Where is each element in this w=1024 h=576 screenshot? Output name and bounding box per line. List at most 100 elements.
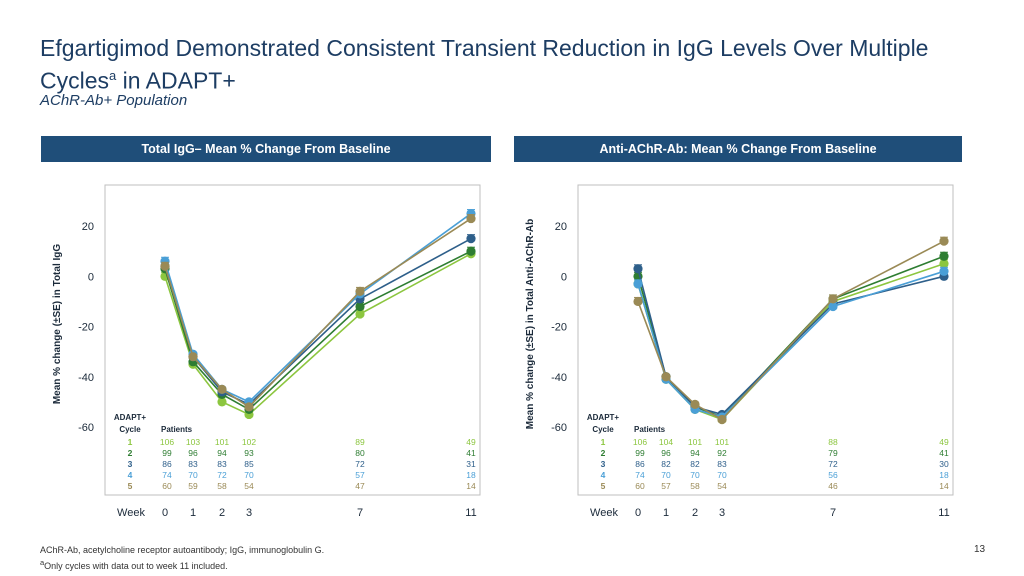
table-patient-count: 85 <box>244 459 254 469</box>
x-axis-label: Week <box>590 507 618 519</box>
data-point-cycle-2 <box>355 301 365 312</box>
table-patient-count: 99 <box>162 448 172 458</box>
data-point-cycle-1 <box>355 309 365 319</box>
table-patient-count: 18 <box>466 470 476 480</box>
data-point-cycle-5 <box>828 294 838 304</box>
footnote-text: Only cycles with data out to week 11 inc… <box>44 561 228 571</box>
data-point-cycle-5 <box>160 261 170 271</box>
table-patient-count: 74 <box>162 470 172 480</box>
table-patient-count: 86 <box>635 459 645 469</box>
table-header-cycle: Cycle <box>119 425 141 434</box>
data-point-cycle-5 <box>355 286 365 296</box>
total-igg-banner: Total IgG– Mean % Change From Baseline <box>41 136 491 162</box>
series-line-cycle-5 <box>164 217 472 408</box>
anti-achr-chart: Mean % change (±SE) in Total Anti-AChR-A… <box>525 184 954 519</box>
plot-frame <box>104 184 481 496</box>
series-line-cycle-2 <box>164 250 472 411</box>
table-patient-count: 70 <box>690 470 700 480</box>
y-tick-label: 20 <box>82 221 94 233</box>
table-header-patients: Patients <box>634 425 666 434</box>
table-patient-count: 82 <box>661 459 671 469</box>
table-cycle-number: 2 <box>128 448 133 458</box>
y-axis-label: Mean % change (±SE) in Total IgG <box>52 244 63 405</box>
y-tick-label: 0 <box>88 271 94 283</box>
x-tick-label: 11 <box>465 507 476 519</box>
table-patient-count: 88 <box>828 437 838 447</box>
table-patient-count: 72 <box>828 459 838 469</box>
x-tick-label: 1 <box>190 507 196 519</box>
slide-subtitle: AChR-Ab+ Population <box>40 92 188 109</box>
data-point-cycle-5 <box>188 352 198 362</box>
table-cycle-number: 3 <box>128 459 133 469</box>
table-patient-count: 106 <box>633 437 647 447</box>
table-cycle-number: 5 <box>128 481 133 491</box>
table-patient-count: 101 <box>715 437 729 447</box>
table-patient-count: 70 <box>661 470 671 480</box>
data-point-cycle-1 <box>939 259 949 269</box>
table-cycle-number: 4 <box>128 470 133 480</box>
table-patient-count: 106 <box>160 437 174 447</box>
table-patient-count: 94 <box>690 448 700 458</box>
table-patient-count: 101 <box>215 437 229 447</box>
table-patient-count: 86 <box>162 459 172 469</box>
table-patient-count: 46 <box>828 481 838 491</box>
x-axis-label: Week <box>117 507 145 519</box>
table-cycle-number: 3 <box>601 459 606 469</box>
table-patient-count: 14 <box>466 481 476 491</box>
table-patient-count: 59 <box>188 481 198 491</box>
y-tick-label: -40 <box>551 372 567 384</box>
data-point-cycle-5 <box>633 296 643 307</box>
x-tick-label: 11 <box>938 507 949 519</box>
title-main: Efgartigimod Demonstrated Consistent Tra… <box>40 35 929 94</box>
table-patient-count: 58 <box>690 481 700 491</box>
data-point-cycle-3 <box>633 264 643 274</box>
table-patient-count: 101 <box>688 437 702 447</box>
table-patient-count: 56 <box>828 470 838 480</box>
table-patient-count: 102 <box>242 437 256 447</box>
table-patient-count: 49 <box>939 437 949 447</box>
plot-frame <box>577 184 954 496</box>
x-tick-label: 2 <box>219 507 225 519</box>
table-cycle-number: 5 <box>601 481 606 491</box>
y-tick-label: 20 <box>555 221 567 233</box>
table-patient-count: 83 <box>217 459 227 469</box>
table-patient-count: 60 <box>162 481 172 491</box>
table-patient-count: 93 <box>244 448 254 458</box>
data-point-cycle-4 <box>828 301 838 312</box>
data-point-cycle-1 <box>217 397 227 407</box>
table-patient-count: 41 <box>939 448 949 458</box>
table-patient-count: 103 <box>186 437 200 447</box>
x-tick-label: 1 <box>663 507 669 519</box>
table-patient-count: 99 <box>635 448 645 458</box>
table-patient-count: 54 <box>244 481 254 491</box>
page-number: 13 <box>974 544 986 555</box>
abbreviation-footnote: AChR-Ab, acetylcholine receptor autoanti… <box>40 545 325 555</box>
slide-title: Efgartigimod Demonstrated Consistent Tra… <box>40 34 980 95</box>
y-tick-label: -20 <box>551 322 567 334</box>
series-line-cycle-4 <box>164 212 472 403</box>
series-line-cycle-1 <box>164 253 472 416</box>
data-point-cycle-5 <box>244 402 254 412</box>
table-patient-count: 79 <box>828 448 838 458</box>
table-patient-count: 47 <box>355 481 365 491</box>
table-patient-count: 74 <box>635 470 645 480</box>
x-tick-label: 7 <box>830 507 836 519</box>
data-point-cycle-2 <box>466 246 476 256</box>
y-tick-label: -60 <box>78 422 94 434</box>
data-point-cycle-5 <box>466 213 476 224</box>
table-patient-count: 89 <box>355 437 365 447</box>
table-patient-count: 60 <box>635 481 645 491</box>
table-header-adapt: ADAPT+ <box>114 413 147 422</box>
anti-achr-banner: Anti-AChR-Ab: Mean % Change From Baselin… <box>514 136 962 162</box>
y-tick-label: -20 <box>78 322 94 334</box>
table-patient-count: 83 <box>188 459 198 469</box>
x-tick-label: 2 <box>692 507 698 519</box>
x-tick-label: 0 <box>162 507 168 519</box>
table-patient-count: 72 <box>355 459 365 469</box>
table-patient-count: 14 <box>939 481 949 491</box>
table-patient-count: 57 <box>661 481 671 491</box>
series-line-cycle-3 <box>637 268 945 416</box>
data-point-cycle-5 <box>717 414 727 425</box>
table-patient-count: 70 <box>244 470 254 480</box>
table-patient-count: 104 <box>659 437 673 447</box>
